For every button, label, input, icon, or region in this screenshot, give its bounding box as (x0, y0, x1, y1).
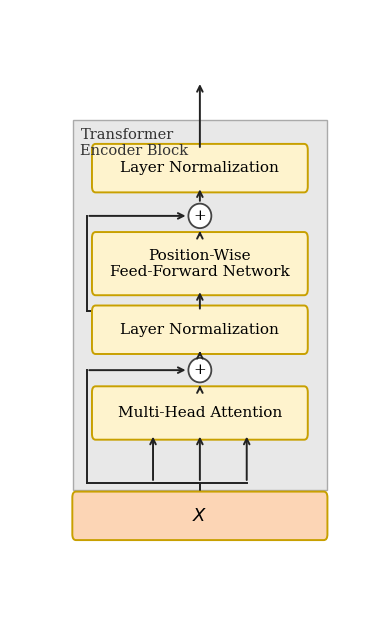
FancyBboxPatch shape (92, 232, 308, 295)
FancyBboxPatch shape (72, 492, 328, 540)
Text: Multi-Head Attention: Multi-Head Attention (118, 406, 282, 420)
Text: $X$: $X$ (192, 507, 207, 525)
FancyBboxPatch shape (92, 305, 308, 354)
FancyBboxPatch shape (92, 144, 308, 192)
Ellipse shape (188, 358, 211, 382)
Ellipse shape (188, 204, 211, 228)
Text: +: + (193, 363, 206, 377)
Text: Transformer
Encoder Block: Transformer Encoder Block (80, 128, 189, 158)
Text: Layer Normalization: Layer Normalization (121, 161, 279, 175)
Text: Position-Wise
Feed-Forward Network: Position-Wise Feed-Forward Network (110, 249, 290, 279)
Text: +: + (193, 209, 206, 223)
Text: Layer Normalization: Layer Normalization (121, 322, 279, 336)
FancyBboxPatch shape (92, 386, 308, 439)
FancyBboxPatch shape (73, 120, 327, 490)
